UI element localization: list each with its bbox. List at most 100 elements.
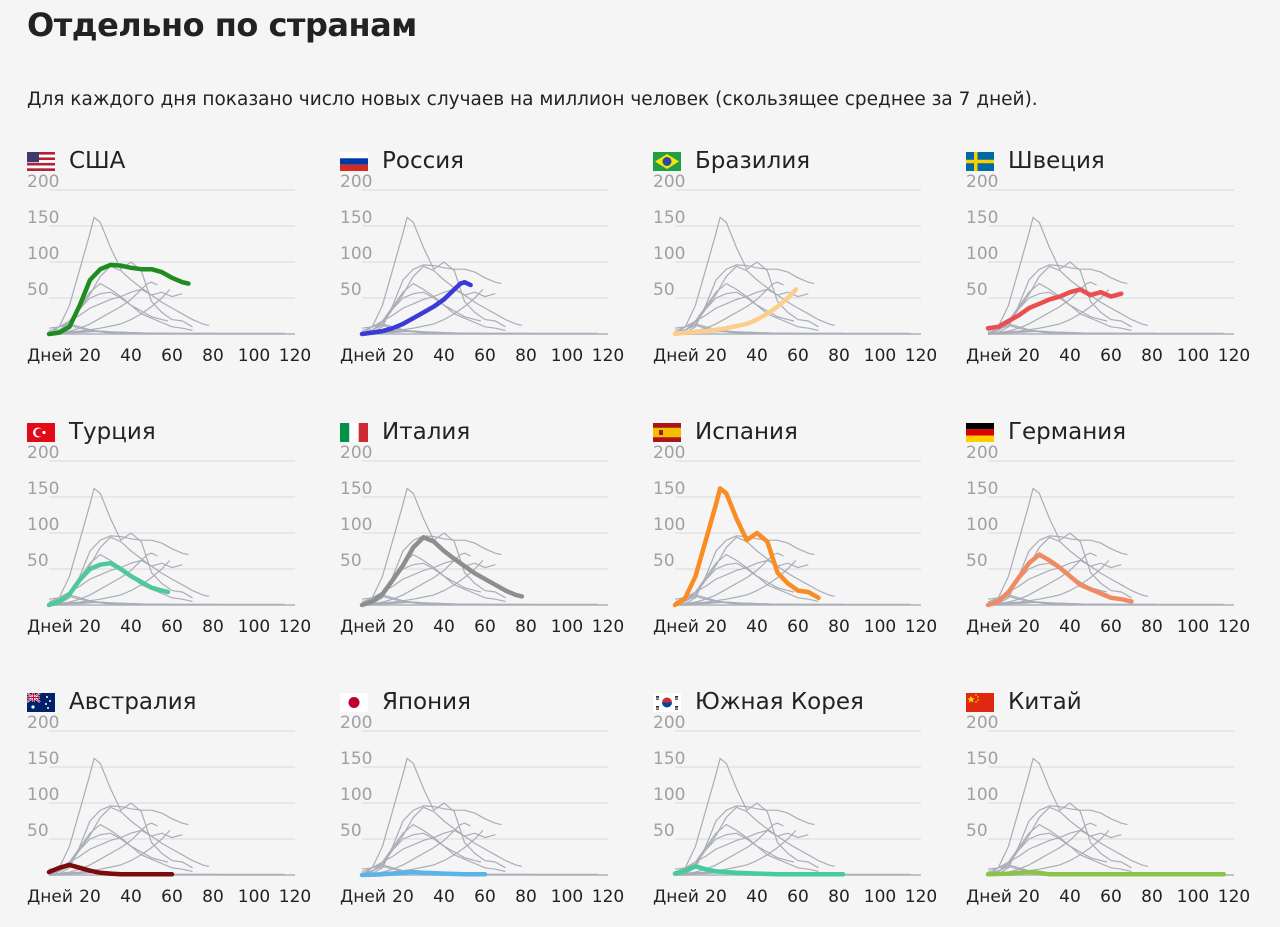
background-series-line	[361, 806, 523, 876]
x-axis-prefix: Дней	[27, 346, 73, 366]
x-tick-label: 20	[392, 887, 414, 907]
x-axis-prefix: Дней	[966, 346, 1012, 366]
background-series-line	[48, 559, 171, 606]
background-series-line	[987, 216, 1132, 335]
x-tick-label: 20	[705, 346, 727, 366]
x-axis-prefix: Дней	[27, 617, 73, 637]
country-panel: Испания 200 150 100 50 Дней 20 40 60 80 100 120	[653, 415, 953, 655]
background-series-line	[361, 552, 471, 606]
x-tick-label: 60	[474, 346, 496, 366]
country-panel: Бразилия 200 150 100 50 Дней 20 40 60 80 100 120	[653, 144, 953, 384]
background-series-line	[987, 601, 1224, 605]
country-name: Бразилия	[695, 148, 811, 174]
x-tick-label: 120	[279, 346, 311, 366]
background-series-line	[48, 288, 171, 335]
background-series-line	[674, 216, 819, 335]
background-series-line	[674, 601, 911, 605]
country-panel: Япония 200 150 100 50 Дней 20 40 60 80 100 120	[340, 685, 640, 925]
background-series-line	[987, 282, 1132, 335]
background-series-line	[674, 822, 784, 876]
x-tick-label: 40	[433, 617, 455, 637]
x-tick-label: 120	[592, 887, 624, 907]
panel-header: Германия	[966, 415, 1126, 449]
x-tick-label: 80	[828, 346, 850, 366]
highlight-series-line	[672, 287, 799, 337]
de-flag-icon	[966, 422, 994, 442]
background-series-line	[48, 216, 193, 335]
x-tick-label: 100	[1177, 617, 1209, 637]
y-tick-label: 50	[966, 280, 988, 300]
y-tick-label: 150	[27, 479, 59, 499]
background-series-line	[361, 601, 598, 605]
x-tick-label: 100	[551, 617, 583, 637]
y-tick-label: 150	[653, 208, 685, 228]
country-chart: 200 150 100 50 Дней 20 40 60 80 100 120	[653, 174, 937, 366]
x-tick-label: 20	[1018, 617, 1040, 637]
country-panel: Китай 200 150 100 50 Дней 20 40 60 80 100 120	[966, 685, 1266, 925]
x-tick-label: 20	[392, 617, 414, 637]
x-tick-label: 80	[828, 617, 850, 637]
y-tick-label: 150	[966, 749, 998, 769]
page-title: Отдельно по странам	[27, 6, 417, 44]
y-tick-label: 200	[653, 715, 685, 733]
x-tick-label: 100	[551, 346, 583, 366]
x-axis-prefix: Дней	[966, 887, 1012, 907]
y-tick-label: 100	[27, 785, 59, 805]
country-chart: 200 150 100 50 Дней 20 40 60 80 100 120	[27, 174, 311, 366]
country-name: Турция	[69, 419, 156, 445]
y-tick-label: 200	[27, 445, 59, 463]
x-tick-label: 80	[1141, 617, 1163, 637]
y-tick-label: 200	[966, 174, 998, 192]
y-tick-label: 100	[340, 244, 372, 264]
background-series-line	[48, 552, 158, 606]
jp-flag-icon	[340, 692, 368, 712]
country-chart: 200 150 100 50 Дней 20 40 60 80 100 120	[27, 715, 311, 907]
x-tick-label: 80	[202, 346, 224, 366]
x-tick-label: 60	[474, 617, 496, 637]
x-tick-label: 60	[161, 887, 183, 907]
highlight-series-line	[46, 862, 175, 877]
y-tick-label: 50	[653, 280, 675, 300]
x-tick-label: 40	[120, 617, 142, 637]
panel-header: Италия	[340, 415, 470, 449]
country-chart: 200 150 100 50 Дней 20 40 60 80 100 120	[653, 445, 937, 637]
x-axis-prefix: Дней	[27, 887, 73, 907]
y-tick-label: 100	[340, 515, 372, 535]
y-tick-label: 200	[27, 174, 59, 192]
background-series-line	[674, 829, 797, 876]
highlight-series-line	[359, 869, 488, 878]
x-tick-label: 40	[746, 346, 768, 366]
y-tick-label: 150	[27, 749, 59, 769]
y-tick-label: 200	[653, 174, 685, 192]
x-axis-prefix: Дней	[653, 617, 699, 637]
background-series-line	[361, 757, 506, 876]
x-axis-prefix: Дней	[966, 617, 1012, 637]
panel-header: Швеция	[966, 144, 1105, 178]
background-series-line	[48, 281, 158, 335]
y-tick-label: 50	[653, 551, 675, 571]
country-chart: 200 150 100 50 Дней 20 40 60 80 100 120	[340, 715, 624, 907]
y-tick-label: 50	[966, 551, 988, 571]
highlight-series-line	[985, 552, 1134, 608]
es-flag-icon	[653, 422, 681, 442]
background-series-line	[987, 806, 1149, 876]
highlight-series-line	[985, 287, 1124, 331]
x-axis-prefix: Дней	[340, 887, 386, 907]
y-tick-label: 200	[340, 174, 372, 192]
background-series-line	[361, 823, 506, 876]
x-tick-label: 60	[161, 617, 183, 637]
x-tick-label: 100	[238, 346, 270, 366]
country-chart: 200 150 100 50 Дней 20 40 60 80 100 120	[966, 715, 1250, 907]
background-series-line	[987, 559, 1110, 606]
y-tick-label: 50	[27, 280, 49, 300]
x-tick-label: 100	[1177, 346, 1209, 366]
y-tick-label: 50	[340, 821, 362, 841]
background-series-line	[987, 330, 1224, 334]
panel-header: Австралия	[27, 685, 197, 719]
x-tick-label: 120	[1218, 346, 1250, 366]
country-name: Австралия	[69, 689, 197, 715]
y-tick-label: 150	[340, 208, 372, 228]
x-tick-label: 20	[705, 617, 727, 637]
x-tick-label: 120	[279, 617, 311, 637]
highlight-series-line	[359, 535, 525, 608]
